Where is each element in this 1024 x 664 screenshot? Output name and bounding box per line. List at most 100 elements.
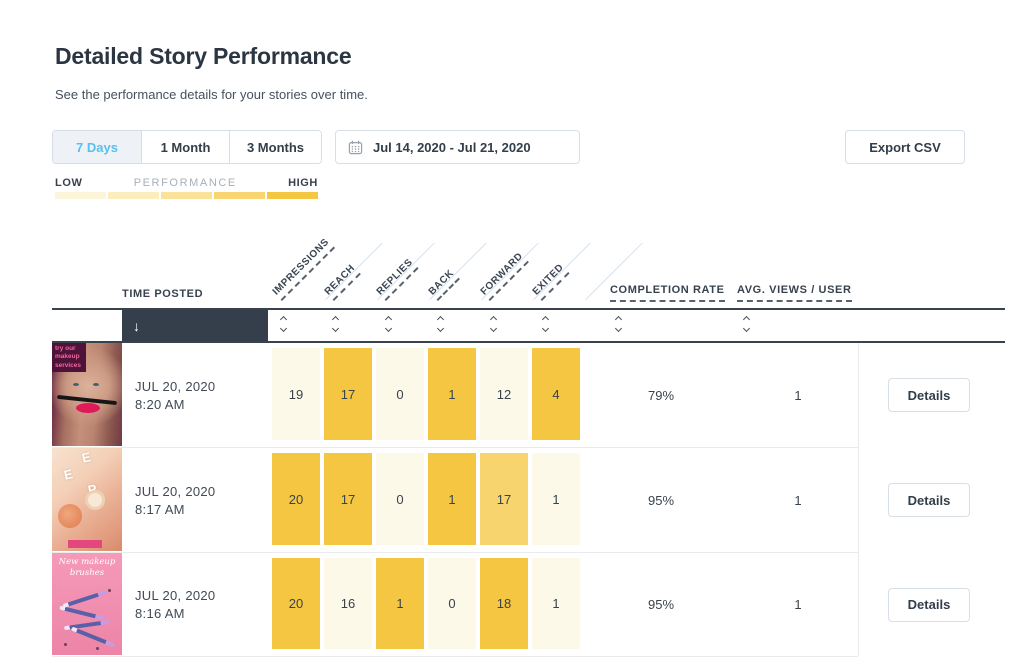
metric-cell-back: 0 — [428, 558, 476, 649]
sort-toggle-back[interactable] — [435, 315, 445, 333]
metric-cell-reach: 16 — [324, 558, 372, 649]
time-posted-cell: JUL 20, 2020 8:16 AM — [135, 553, 215, 656]
metric-cell-back: 1 — [428, 453, 476, 545]
story-thumbnail[interactable]: try our makeup services — [52, 343, 122, 446]
column-header-time-posted: TIME POSTED — [122, 288, 204, 300]
column-header-avg-views-user[interactable]: AVG. VIEWS / USER — [737, 284, 852, 302]
tab-1-month[interactable]: 1 Month — [141, 131, 229, 163]
date-range-tabs: 7 Days 1 Month 3 Months — [52, 130, 322, 164]
post-date: JUL 20, 2020 — [135, 483, 216, 499]
post-time: 8:17 AM — [135, 501, 185, 517]
metric-cell-forward: 17 — [480, 453, 528, 545]
avg-views-value: 1 — [794, 492, 802, 508]
thumbnail-letter: E — [80, 449, 93, 466]
legend-swatch — [214, 192, 265, 199]
details-button[interactable]: Details — [888, 378, 970, 412]
header-divider-line — [325, 242, 383, 300]
chevron-up-icon — [279, 315, 287, 324]
row-divider — [52, 447, 858, 448]
export-csv-button[interactable]: Export CSV — [845, 130, 965, 164]
post-time: 8:16 AM — [135, 606, 185, 621]
chevron-down-icon — [489, 324, 497, 333]
avg-views-value: 1 — [794, 597, 802, 612]
sort-descending-icon: ↓ — [133, 317, 140, 334]
details-button[interactable]: Details — [888, 587, 970, 622]
time-posted-cell: JUL 20, 2020 8:20 AM — [135, 343, 215, 447]
thumbnail-caption: New makeup brushes — [58, 557, 116, 578]
header-divider-line — [429, 242, 487, 300]
chevron-down-icon — [384, 324, 392, 333]
chevron-up-icon — [742, 315, 750, 324]
legend-swatch — [55, 192, 106, 199]
header-rule — [52, 341, 1005, 343]
legend-high-label: HIGH — [288, 177, 318, 189]
date-range-picker[interactable]: Jul 14, 2020 - Jul 21, 2020 — [335, 130, 580, 164]
sort-toggle-reach[interactable] — [330, 315, 340, 333]
metric-cell-impressions: 20 — [272, 558, 320, 649]
column-header-completion-rate[interactable]: COMPLETION RATE — [610, 284, 725, 302]
row-divider — [52, 552, 858, 553]
details-column-divider — [858, 343, 859, 656]
completion-rate-value: 95% — [647, 597, 675, 612]
thumbnail-caption: try our makeup services — [52, 343, 86, 373]
tab-3-months[interactable]: 3 Months — [229, 131, 321, 163]
header-divider-line — [481, 242, 539, 300]
metric-cell-impressions: 19 — [272, 348, 320, 440]
chevron-down-icon — [436, 324, 444, 333]
chevron-up-icon — [384, 315, 392, 324]
chevron-down-icon — [742, 324, 750, 333]
metric-cell-impressions: 20 — [272, 453, 320, 545]
story-thumbnail[interactable]: E E P — [52, 448, 122, 551]
metric-cell-exited: 1 — [532, 453, 580, 545]
sort-toggle-avg-views[interactable] — [741, 315, 751, 333]
story-row: try our makeup services JUL 20, 2020 8:2… — [0, 343, 1024, 447]
metric-cell-reach: 17 — [324, 348, 372, 440]
tab-7-days[interactable]: 7 Days — [53, 131, 141, 163]
legend-low-label: LOW — [55, 177, 83, 189]
details-button[interactable]: Details — [888, 483, 970, 517]
metric-cell-forward: 12 — [480, 348, 528, 440]
legend-swatch — [108, 192, 159, 199]
performance-gradient-bar — [55, 192, 318, 199]
date-range-value: Jul 14, 2020 - Jul 21, 2020 — [373, 139, 531, 155]
header-divider-line — [377, 242, 435, 300]
story-row: New makeup brushes JUL 20, 2020 8:16 AM … — [0, 553, 1024, 656]
metric-cell-replies: 0 — [376, 453, 424, 545]
completion-rate-value: 95% — [647, 492, 675, 508]
chevron-up-icon — [331, 315, 339, 324]
sort-toggle-impressions[interactable] — [278, 315, 288, 333]
legend-swatch — [161, 192, 212, 199]
time-posted-cell: JUL 20, 2020 8:17 AM — [135, 448, 215, 552]
performance-legend: LOW PERFORMANCE HIGH — [55, 177, 318, 189]
chevron-up-icon — [436, 315, 444, 324]
sort-toggle-forward[interactable] — [488, 315, 498, 333]
sort-toggle-completion-rate[interactable] — [613, 315, 623, 333]
chevron-down-icon — [541, 324, 549, 333]
chevron-down-icon — [331, 324, 339, 333]
chevron-up-icon — [489, 315, 497, 324]
metric-cell-reach: 17 — [324, 453, 372, 545]
metric-cell-forward: 18 — [480, 558, 528, 649]
chevron-down-icon — [614, 324, 622, 333]
story-row: E E P JUL 20, 2020 8:17 AM 20 17 0 1 17 … — [0, 448, 1024, 552]
header-divider-line — [533, 242, 591, 300]
page-title: Detailed Story Performance — [55, 43, 352, 69]
metric-cell-back: 1 — [428, 348, 476, 440]
completion-rate-value: 79% — [647, 387, 675, 403]
sort-toggle-exited[interactable] — [540, 315, 550, 333]
chevron-down-icon — [279, 324, 287, 333]
post-time: 8:20 AM — [135, 396, 185, 412]
row-divider — [52, 656, 858, 657]
metric-cell-exited: 1 — [532, 558, 580, 649]
legend-performance-label: PERFORMANCE — [133, 177, 237, 189]
sort-time-posted-active[interactable]: ↓ — [122, 310, 268, 341]
thumbnail-letter: E — [62, 466, 75, 483]
sort-toggle-replies[interactable] — [383, 315, 393, 333]
metric-cell-exited: 4 — [532, 348, 580, 440]
legend-swatch — [267, 192, 318, 199]
metric-cell-replies: 0 — [376, 348, 424, 440]
avg-views-value: 1 — [794, 387, 802, 403]
story-thumbnail[interactable]: New makeup brushes — [52, 553, 122, 655]
metric-cell-replies: 1 — [376, 558, 424, 649]
